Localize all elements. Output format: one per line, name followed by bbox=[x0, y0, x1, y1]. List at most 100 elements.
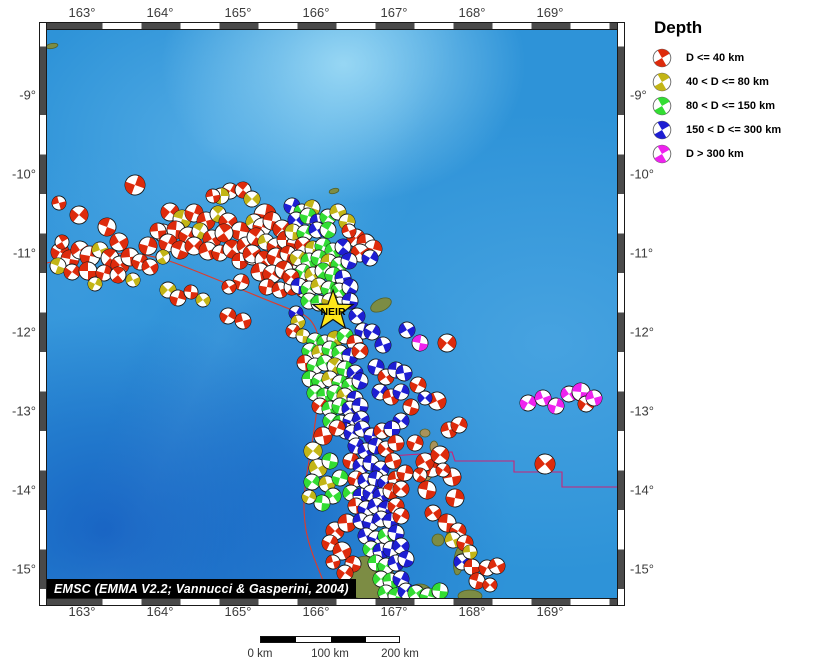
beachball bbox=[417, 390, 433, 406]
legend-title: Depth bbox=[654, 18, 703, 37]
lon-label-bottom: 166° bbox=[302, 604, 330, 619]
beachball bbox=[313, 494, 331, 512]
beachball bbox=[402, 398, 420, 416]
beachball bbox=[63, 263, 81, 281]
beachball bbox=[387, 434, 405, 452]
beachball bbox=[243, 190, 261, 208]
beachball bbox=[363, 323, 381, 341]
island bbox=[370, 297, 392, 313]
legend-beachball-icon bbox=[652, 96, 672, 115]
beachball bbox=[351, 397, 369, 415]
lon-label-top: 167° bbox=[380, 5, 408, 20]
lon-label-top: 169° bbox=[536, 5, 564, 20]
depth-legend: Depth D <= 40 km 40 < D <= 80 km 80 < D <=… bbox=[652, 18, 817, 168]
lon-label-top: 164° bbox=[146, 5, 174, 20]
beachball bbox=[149, 222, 167, 240]
beachball bbox=[450, 416, 468, 434]
legend-item-label: D > 300 km bbox=[686, 147, 744, 160]
legend-item: D > 300 km bbox=[652, 144, 817, 163]
beachball bbox=[534, 389, 552, 407]
lon-label-bottom: 165° bbox=[224, 604, 252, 619]
beachball bbox=[334, 238, 352, 256]
map-frame-left bbox=[39, 22, 47, 606]
beachball bbox=[430, 445, 450, 465]
map-frame-right bbox=[617, 22, 625, 606]
lon-label-top: 163° bbox=[68, 5, 96, 20]
legend-beachball-icon bbox=[652, 72, 672, 91]
beachball bbox=[437, 333, 457, 353]
beachball bbox=[95, 264, 113, 282]
beachball bbox=[547, 397, 565, 415]
lat-label-left: -14° bbox=[12, 482, 36, 498]
beachball bbox=[221, 279, 237, 295]
beachball bbox=[445, 488, 465, 508]
legend-item: 40 < D <= 80 km bbox=[652, 72, 817, 91]
map-scale-bar bbox=[260, 636, 400, 643]
scale-label-200: 200 km bbox=[381, 648, 419, 660]
beachball bbox=[534, 453, 556, 475]
legend-beachball-icon bbox=[652, 144, 672, 163]
beachball bbox=[367, 358, 385, 376]
beachball bbox=[87, 276, 103, 292]
beachball bbox=[427, 391, 447, 411]
legend-item-label: 40 < D <= 80 km bbox=[686, 75, 769, 88]
beachball bbox=[232, 273, 250, 291]
beachball bbox=[409, 376, 427, 394]
beachball bbox=[652, 144, 672, 163]
lat-label-right: -12° bbox=[630, 324, 654, 340]
beachball bbox=[519, 394, 537, 412]
beachball bbox=[652, 72, 672, 91]
lat-label-right: -9° bbox=[630, 87, 647, 103]
beachball bbox=[340, 252, 358, 270]
lat-label-left: -11° bbox=[12, 245, 36, 261]
beachball bbox=[230, 221, 250, 241]
scale-label-0: 0 km bbox=[247, 648, 273, 660]
legend-beachball-icon bbox=[652, 120, 672, 139]
lat-label-left: -13° bbox=[12, 403, 36, 419]
beachball bbox=[170, 240, 190, 260]
beachball bbox=[97, 217, 117, 237]
beachball bbox=[652, 96, 672, 115]
legend-item-label: D <= 40 km bbox=[686, 51, 745, 64]
beachball bbox=[348, 307, 366, 325]
legend-item-label: 80 < D <= 150 km bbox=[686, 99, 775, 112]
lat-label-left: -10° bbox=[12, 166, 36, 182]
beachball bbox=[54, 234, 70, 250]
beachball bbox=[109, 232, 129, 252]
beachball bbox=[374, 336, 392, 354]
beachball bbox=[124, 174, 146, 196]
lat-label-right: -10° bbox=[630, 166, 654, 182]
beachball bbox=[395, 364, 413, 382]
legend-item: D <= 40 km bbox=[652, 48, 817, 67]
lat-label-right: -14° bbox=[630, 482, 654, 498]
lat-label-left: -15° bbox=[12, 561, 36, 577]
beachball bbox=[328, 419, 346, 437]
beachball bbox=[482, 577, 498, 593]
scale-label-100: 100 km bbox=[311, 648, 349, 660]
focal-mechanism-layer bbox=[47, 42, 617, 598]
beachball bbox=[141, 258, 159, 276]
beachball bbox=[183, 284, 199, 300]
map-frame-top bbox=[40, 22, 625, 30]
beachball bbox=[361, 249, 379, 267]
beachball bbox=[258, 278, 276, 296]
beachball bbox=[195, 292, 211, 308]
beachball bbox=[319, 221, 337, 239]
beachball bbox=[205, 188, 221, 204]
beachball bbox=[214, 223, 234, 243]
lat-label-right: -13° bbox=[630, 403, 654, 419]
map-canvas: NEIR bbox=[47, 30, 617, 598]
beachball bbox=[392, 507, 410, 525]
island bbox=[419, 428, 431, 438]
legend-item: 150 < D <= 300 km bbox=[652, 120, 817, 139]
scale-segment bbox=[331, 637, 366, 642]
beachball bbox=[462, 544, 478, 560]
beachball bbox=[303, 473, 321, 491]
beachball bbox=[109, 266, 127, 284]
island bbox=[328, 187, 340, 195]
attribution-bar: EMSC (EMMA V2.2; Vannucci & Gasperini, 2… bbox=[47, 579, 356, 598]
beachball bbox=[652, 120, 672, 139]
neir-station-label: NEIR bbox=[320, 306, 346, 318]
attribution-text: EMSC (EMMA V2.2; Vannucci & Gasperini, 2… bbox=[54, 581, 349, 596]
